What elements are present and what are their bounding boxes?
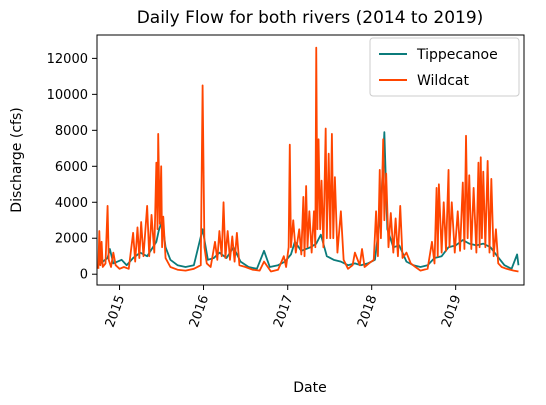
series-group: [97, 46, 520, 273]
y-axis-label: Discharge (cfs): [9, 107, 25, 212]
series-line-tippecanoe: [97, 131, 520, 270]
chart-title: Daily Flow for both rivers (2014 to 2019…: [137, 8, 484, 28]
x-tick-label: 2019: [439, 293, 464, 329]
x-axis-label: Date: [293, 380, 326, 396]
x-tick-label: 2016: [187, 293, 212, 329]
y-tick-label: 4000: [55, 196, 88, 211]
x-axis: 2015 2016 2017 2018 2019: [103, 285, 464, 329]
y-tick-label: 0: [80, 268, 88, 283]
legend-frame: [369, 37, 520, 97]
y-tick-label: 10000: [47, 88, 88, 103]
x-tick-label: 2017: [271, 293, 296, 329]
x-tick-label: 2015: [103, 293, 128, 329]
x-tick-label: 2018: [355, 293, 380, 329]
y-tick-label: 6000: [55, 160, 88, 175]
legend-label-tippecanoe: Tippecanoe: [416, 47, 498, 63]
y-axis: 0 2000 4000 6000 8000 10000 12000: [47, 52, 97, 283]
legend: Tippecanoe Wildcat: [369, 37, 520, 97]
plot-frame: [96, 34, 525, 286]
plot-area: [96, 34, 525, 286]
y-tick-label: 8000: [55, 124, 88, 139]
y-tick-label: 2000: [55, 232, 88, 247]
y-tick-label: 12000: [47, 52, 88, 67]
legend-label-wildcat: Wildcat: [417, 73, 469, 89]
series-line-wildcat: [97, 46, 519, 273]
